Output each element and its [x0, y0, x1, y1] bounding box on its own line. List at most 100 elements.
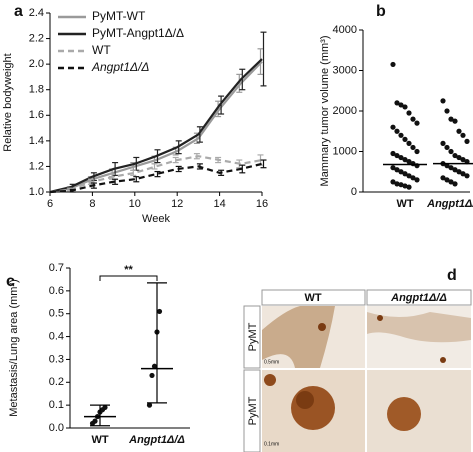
y-tick-label: 2.4 — [29, 7, 44, 19]
x-tick-label: 6 — [47, 198, 53, 210]
y-tick-label: 0.6 — [49, 285, 64, 297]
data-point — [444, 144, 450, 151]
data-point — [149, 372, 155, 379]
error-bar — [151, 163, 158, 170]
data-point — [410, 144, 416, 151]
data-point — [460, 132, 466, 138]
significance-label: ** — [124, 264, 133, 276]
error-bar — [154, 149, 161, 164]
data-point — [452, 118, 458, 124]
data-point — [452, 152, 458, 159]
y-tick-label: 1.4 — [29, 135, 44, 147]
data-point — [452, 167, 458, 173]
data-point — [406, 140, 412, 146]
stain — [377, 315, 383, 321]
error-bar — [112, 178, 119, 185]
error-bar — [90, 182, 97, 189]
x-tick-label: 12 — [171, 198, 183, 210]
data-point — [146, 402, 153, 408]
y-tick-label: 0.3 — [49, 353, 64, 365]
error-bar — [175, 165, 182, 173]
y-tick-label: 0.2 — [49, 376, 64, 388]
series-line — [49, 60, 263, 194]
data-point — [448, 165, 454, 171]
error-bar — [172, 156, 179, 164]
data-point — [460, 157, 466, 163]
legend-label: Angpt1Δ/Δ — [91, 60, 149, 74]
stain — [440, 357, 446, 363]
data-point — [448, 148, 454, 155]
data-point — [398, 154, 404, 161]
error-bar — [154, 170, 161, 178]
data-point — [414, 120, 420, 126]
column-header: Angpt1Δ/Δ — [390, 292, 447, 304]
data-point — [398, 132, 404, 138]
data-point — [390, 124, 396, 130]
y-tick-label: 1.0 — [29, 186, 44, 198]
data-point — [406, 110, 412, 116]
x-tick-label: Angpt1Δ/Δ — [426, 198, 473, 210]
panel-label: b — [376, 3, 386, 20]
x-tick-label: 14 — [213, 198, 225, 210]
legend-label: WT — [92, 43, 111, 57]
data-point — [398, 102, 404, 108]
tissue — [367, 312, 471, 343]
data-point — [464, 173, 470, 179]
range-bar — [147, 282, 167, 404]
y-tick-label: 0 — [351, 186, 357, 198]
metastasis — [387, 397, 421, 431]
data-point — [402, 183, 408, 189]
data-point — [444, 108, 450, 114]
data-point — [402, 157, 408, 163]
x-tick-label: WT — [91, 434, 108, 446]
y-tick-label: 4000 — [333, 24, 357, 36]
series-line — [49, 58, 263, 194]
error-bar — [218, 169, 225, 176]
data-point — [156, 308, 163, 315]
data-point — [394, 100, 400, 106]
error-bar — [239, 164, 246, 174]
data-point — [410, 175, 416, 181]
x-axis-label: Week — [142, 213, 170, 225]
data-point — [456, 169, 462, 175]
data-point — [464, 138, 470, 144]
y-axis-label: Mammary tumor volume (mm³) — [319, 36, 331, 187]
data-point — [440, 175, 446, 181]
error-bar — [260, 31, 267, 87]
error-bar — [193, 153, 200, 160]
data-point — [406, 173, 412, 179]
legend-label: PyMT-Angpt1Δ/Δ — [92, 26, 184, 40]
y-tick-label: 1.8 — [29, 84, 44, 96]
error-bar — [196, 163, 203, 170]
row-header-cell — [243, 305, 261, 369]
x-tick-label: 10 — [129, 198, 141, 210]
data-point — [402, 171, 408, 177]
data-point — [414, 148, 420, 155]
data-point — [460, 171, 466, 177]
x-tick-label: Angpt1Δ/Δ — [128, 434, 185, 446]
data-point — [440, 98, 446, 104]
data-point — [456, 128, 462, 134]
significance-bracket — [99, 275, 158, 281]
error-bar — [175, 140, 182, 155]
x-tick-label: WT — [396, 198, 413, 210]
error-bar — [236, 159, 243, 169]
data-point — [394, 152, 400, 159]
data-point — [448, 179, 454, 185]
y-tick-label: 0.7 — [49, 262, 64, 274]
series-line — [49, 155, 263, 194]
x-tick-label: 16 — [256, 198, 268, 210]
stain — [296, 391, 314, 409]
scale-label: 0.1mm — [264, 441, 279, 447]
metastasis — [291, 386, 335, 430]
tissue — [262, 306, 335, 368]
range-bar — [90, 404, 110, 427]
panel-label: d — [447, 267, 457, 284]
series-line — [49, 162, 263, 194]
data-point — [390, 179, 396, 185]
data-point — [394, 181, 400, 187]
data-point — [414, 177, 420, 183]
data-point — [390, 61, 396, 68]
data-point — [406, 184, 412, 190]
error-bar — [215, 156, 222, 164]
